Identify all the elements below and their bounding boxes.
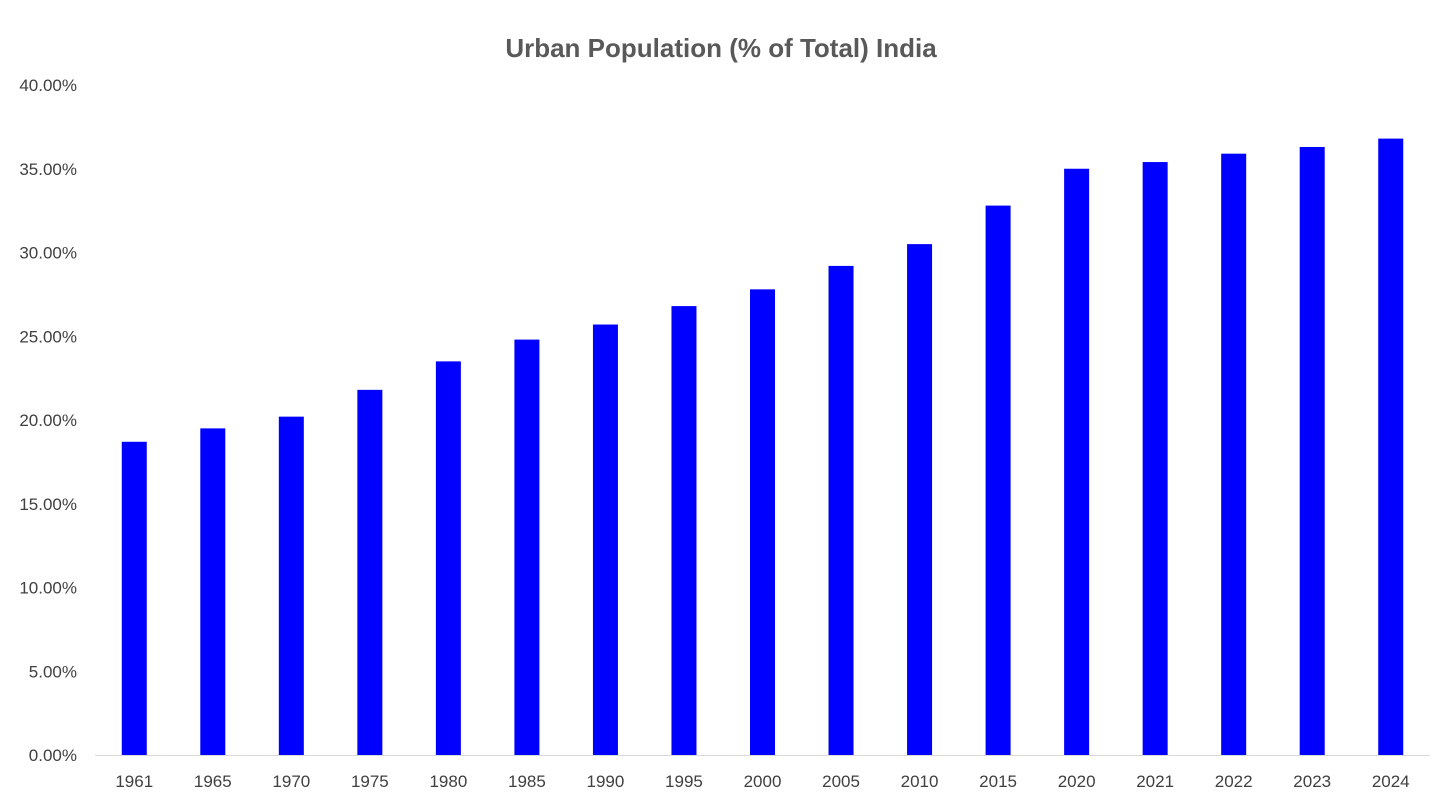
chart-title: Urban Population (% of Total) India (505, 33, 937, 63)
bar-1980 (435, 361, 461, 755)
x-tick-label: 1975 (351, 772, 389, 791)
y-tick-label: 30.00% (19, 244, 77, 263)
x-tick-label: 2021 (1136, 772, 1174, 791)
x-tick-label: 1985 (508, 772, 546, 791)
x-tick-label: 1995 (665, 772, 703, 791)
x-tick-label: 1961 (115, 772, 153, 791)
x-tick-label: 2020 (1058, 772, 1096, 791)
y-tick-label: 35.00% (19, 160, 77, 179)
y-tick-label: 20.00% (19, 411, 77, 430)
x-tick-label: 2024 (1372, 772, 1410, 791)
bar-2015 (985, 205, 1011, 756)
bar-2010 (907, 244, 933, 755)
bar-2005 (828, 265, 854, 755)
x-tick-label: 2023 (1293, 772, 1331, 791)
bar-2023 (1299, 146, 1325, 756)
y-tick-label: 5.00% (29, 662, 77, 681)
x-tick-label: 2005 (822, 772, 860, 791)
y-tick-label: 10.00% (19, 579, 77, 598)
bar-1970 (278, 416, 304, 755)
x-tick-label: 2015 (979, 772, 1017, 791)
x-tick-label: 1965 (194, 772, 232, 791)
bar-2022 (1221, 153, 1247, 756)
y-axis: 0.00% 5.00% 10.00% 15.00% 20.00% 25.00% 30.00%… (19, 76, 77, 765)
bar-1995 (671, 306, 697, 755)
y-tick-label: 15.00% (19, 495, 77, 514)
y-tick-label: 40.00% (19, 76, 77, 95)
bar-1975 (357, 389, 383, 755)
bar-1961 (121, 441, 147, 755)
x-axis: 1961 1965 1970 1975 1980 1985 1990 1995 2000 2005… (115, 772, 1409, 791)
x-tick-label: 1990 (587, 772, 625, 791)
bar-1985 (514, 339, 540, 755)
x-tick-label: 1970 (272, 772, 310, 791)
bar-2021 (1142, 162, 1168, 756)
y-tick-label: 25.00% (19, 327, 77, 346)
y-tick-label: 0.00% (29, 746, 77, 765)
bar-1990 (592, 324, 618, 755)
x-tick-label: 1980 (429, 772, 467, 791)
bar-1965 (200, 428, 226, 755)
x-tick-label: 2022 (1215, 772, 1253, 791)
x-tick-label: 2000 (744, 772, 782, 791)
bar-2000 (750, 289, 775, 755)
bar-2024 (1378, 138, 1404, 756)
x-tick-label: 2010 (901, 772, 939, 791)
bar-2020 (1064, 168, 1090, 755)
bars-group (121, 138, 1404, 756)
